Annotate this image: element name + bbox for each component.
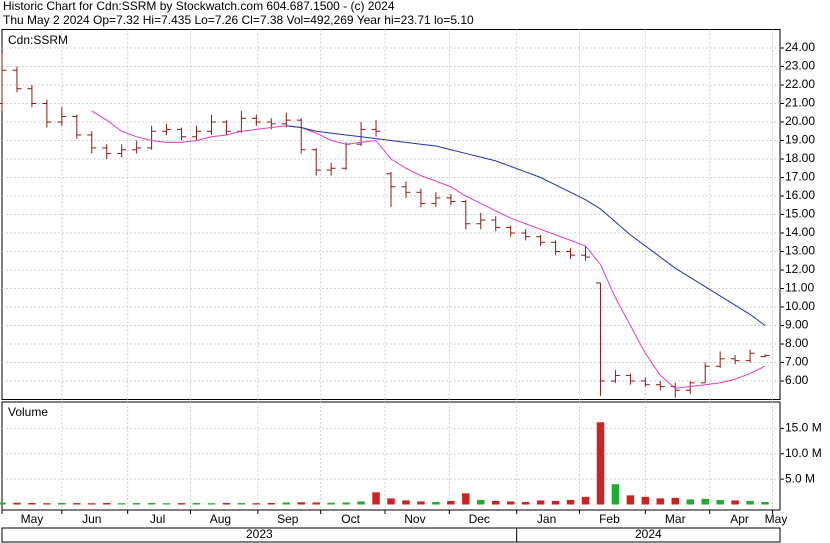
volume-bar <box>686 499 694 505</box>
volume-bar <box>402 500 410 505</box>
volume-bar <box>312 502 320 505</box>
volume-bar <box>43 503 51 505</box>
volume-bar <box>357 501 365 505</box>
volume-bar <box>596 422 605 505</box>
moving-average <box>91 110 766 389</box>
volume-bar <box>641 496 650 505</box>
y-tick-label: 8.00 <box>785 336 809 350</box>
volume-bar <box>372 492 380 505</box>
x-tick-label: Jul <box>150 512 165 526</box>
y-tick-label: 19.00 <box>785 133 815 147</box>
volume-bar <box>132 503 141 505</box>
volume-bar <box>342 502 350 505</box>
moving-average <box>286 125 766 326</box>
volume-bar <box>102 502 111 505</box>
y-tick-label: 13.00 <box>785 244 815 258</box>
y-tick-label: 15.0 M <box>785 421 822 435</box>
volume-bar <box>162 503 171 505</box>
chart-title: Historic Chart for Cdn:SSRM by Stockwatc… <box>3 0 395 13</box>
x-tick-label: Dec <box>469 512 490 526</box>
volume-bar <box>192 502 201 505</box>
x-tick-label: Feb <box>599 512 620 526</box>
year-band <box>1 527 781 543</box>
volume-bar <box>282 502 291 505</box>
x-tick-label: Aug <box>210 512 231 526</box>
x-tick-label: Nov <box>404 512 425 526</box>
volume-bar <box>746 500 754 505</box>
volume-bar <box>417 501 425 505</box>
volume-bar <box>117 503 126 505</box>
volume-bar <box>566 499 575 505</box>
volume-bar <box>656 498 665 505</box>
volume-bar <box>222 502 231 505</box>
y-tick-label: 10.00 <box>785 299 815 313</box>
y-tick-label: 14.00 <box>785 225 815 239</box>
volume-bar <box>0 502 6 505</box>
x-tick-label: May <box>765 512 788 526</box>
y-tick-label: 6.00 <box>785 373 809 387</box>
y-tick-label: 5.0 M <box>785 471 815 485</box>
y-tick-label: 12.00 <box>785 262 815 276</box>
y-tick-label: 10.0 M <box>785 446 822 460</box>
x-tick-label: May <box>21 512 44 526</box>
volume-bar <box>671 497 680 505</box>
volume-bar <box>626 495 635 505</box>
y-tick-label: 9.00 <box>785 318 809 332</box>
y-tick-label: 17.00 <box>785 170 815 184</box>
y-tick-label: 7.00 <box>785 355 809 369</box>
volume-bar <box>73 503 81 505</box>
y-tick-label: 11.00 <box>785 281 814 295</box>
chart-subtitle: Thu May 2 2024 Op=7.32 Hi=7.435 Lo=7.26 … <box>3 13 474 27</box>
volume-label: Volume <box>8 405 48 419</box>
volume-bar <box>506 501 515 505</box>
volume-bar <box>13 502 21 505</box>
volume-bar <box>297 502 305 505</box>
y-tick-label: 21.00 <box>785 96 815 110</box>
volume-bar <box>387 498 395 505</box>
volume-bar <box>701 498 709 505</box>
volume-bar <box>477 499 485 505</box>
volume-bar <box>491 500 500 505</box>
volume-bar <box>551 500 560 505</box>
volume-bar <box>447 500 455 505</box>
volume-bar <box>327 502 335 505</box>
volume-bar <box>432 501 440 505</box>
volume-bar <box>611 484 620 505</box>
x-tick-label: Oct <box>341 512 360 526</box>
price-label: Cdn:SSRM <box>8 33 68 47</box>
volume-bar <box>581 496 590 505</box>
volume-bar <box>28 502 36 505</box>
volume-bar <box>267 502 276 505</box>
y-tick-label: 24.00 <box>785 40 815 54</box>
x-tick-label: Mar <box>665 512 686 526</box>
x-tick-label: Jan <box>537 512 556 526</box>
volume-bar <box>521 501 530 505</box>
y-tick-label: 20.00 <box>785 114 815 128</box>
x-tick-label: Sep <box>277 512 299 526</box>
y-tick-label: 23.00 <box>785 59 815 73</box>
volume-panel <box>1 401 781 511</box>
x-tick-label: Apr <box>730 512 749 526</box>
volume-bar <box>147 502 156 505</box>
volume-bar <box>88 503 96 505</box>
year-label: 2024 <box>635 527 662 541</box>
volume-bar <box>177 503 186 505</box>
y-tick-label: 15.00 <box>785 207 815 221</box>
volume-bar <box>761 502 769 505</box>
x-tick-label: Jun <box>82 512 101 526</box>
year-label: 2023 <box>246 527 273 541</box>
y-tick-label: 22.00 <box>785 77 815 91</box>
y-tick-label: 18.00 <box>785 151 815 165</box>
volume-bar <box>252 503 261 505</box>
volume-bar <box>462 493 470 505</box>
volume-bar <box>58 502 66 505</box>
volume-bar <box>731 500 739 505</box>
volume-bar <box>237 503 246 505</box>
volume-bar <box>207 503 216 505</box>
y-tick-label: 16.00 <box>785 188 815 202</box>
volume-bar <box>536 500 545 505</box>
volume-bar <box>716 499 724 505</box>
